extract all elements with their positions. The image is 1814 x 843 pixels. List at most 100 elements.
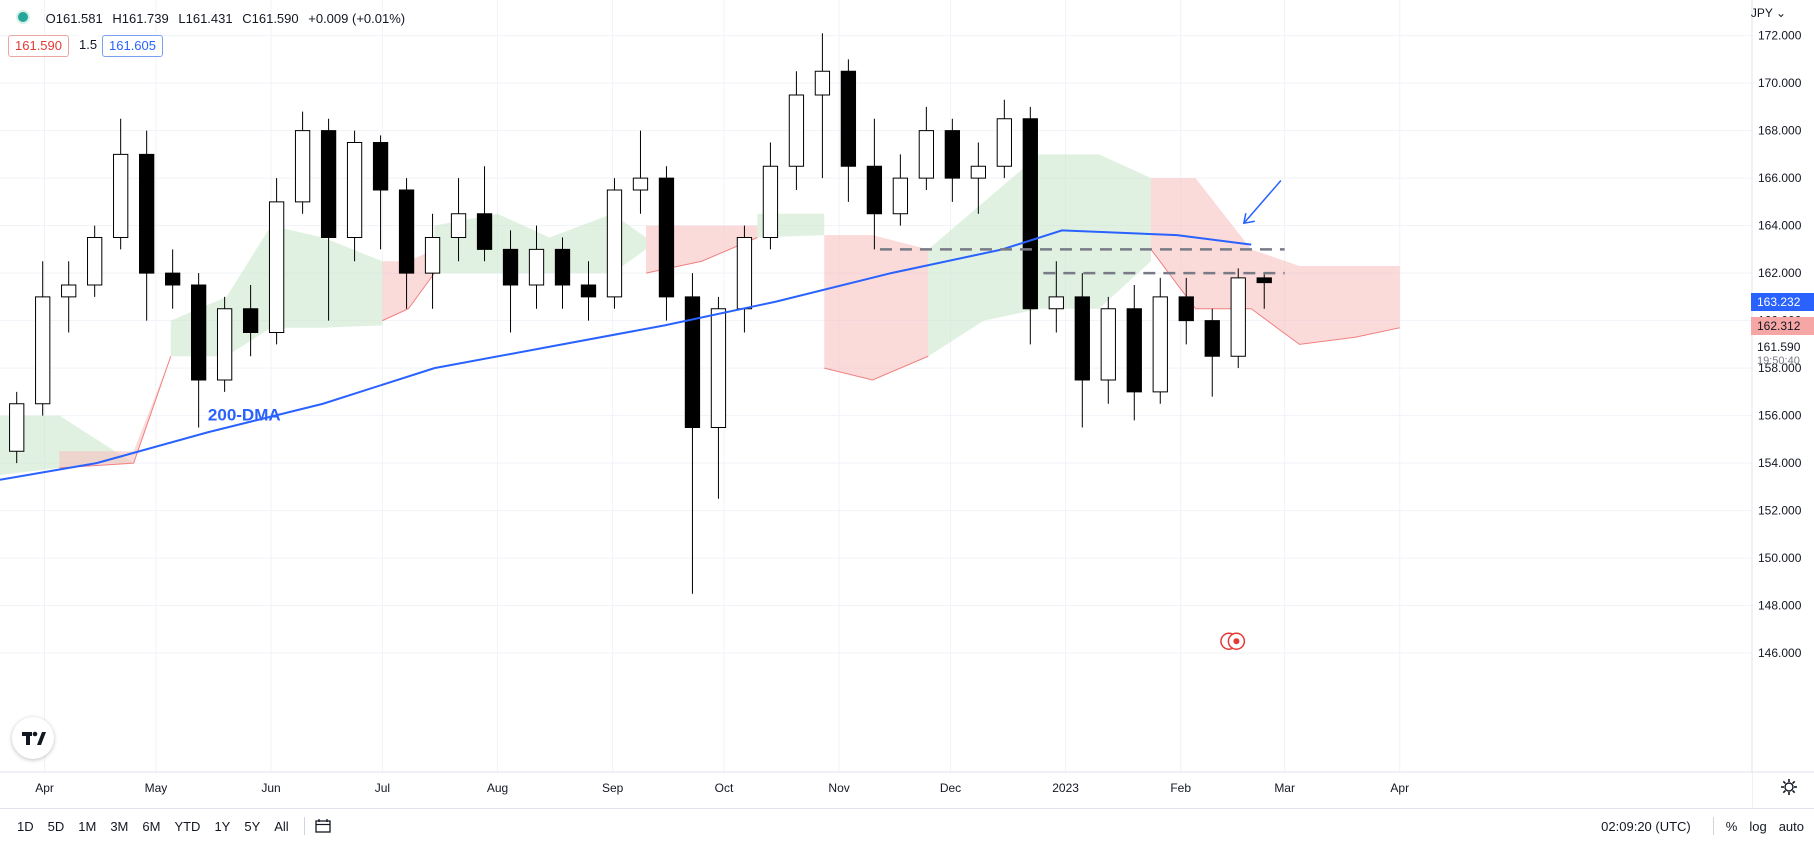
price-tick-label: 168.000	[1758, 124, 1802, 138]
candle-body	[9, 403, 25, 452]
time-tick-label: Feb	[1170, 781, 1191, 795]
buy-button[interactable]: 161.605	[102, 35, 163, 57]
candle-body	[970, 165, 986, 179]
candle-body	[35, 296, 51, 405]
candle-body	[580, 284, 597, 298]
candle-body	[1100, 308, 1116, 381]
timeframe-5y[interactable]: 5Y	[244, 818, 261, 834]
economic-event-icon	[1220, 632, 1246, 650]
tradingview-logo[interactable]	[12, 717, 54, 759]
cloud-edge	[382, 272, 435, 322]
candle-body	[528, 248, 545, 286]
utc-clock[interactable]: 02:09:20 (UTC)	[1601, 818, 1691, 834]
cloud-band	[59, 356, 171, 468]
high-value: H161.739	[112, 11, 169, 26]
candle-body	[866, 165, 883, 215]
time-tick-label: Apr	[35, 781, 54, 795]
candle-body	[1230, 277, 1246, 357]
cloud-edge	[824, 355, 929, 381]
time-tick-label: 2023	[1052, 781, 1079, 795]
price-chart[interactable]: 200-DMA 172.000 170.000 168.000 166.000 164.…	[0, 0, 1814, 808]
timeframe-6m[interactable]: 6M	[142, 818, 161, 834]
ma-200-line	[0, 229, 1252, 481]
time-tick-label: Sep	[602, 781, 624, 795]
change-value: +0.009 (+0.01%)	[308, 11, 406, 26]
ohlc-legend: O161.581 H161.739 L161.431 C161.590 +0.0…	[16, 10, 411, 26]
close-value: C161.590	[242, 11, 299, 26]
annotations: 200-DMA	[208, 180, 1282, 650]
candle-body	[346, 142, 363, 238]
log-toggle[interactable]: log	[1749, 818, 1767, 834]
candle-body	[918, 130, 935, 179]
low-value: L161.431	[178, 11, 233, 26]
time-tick-label: Apr	[1390, 781, 1409, 795]
timeframe-all[interactable]: All	[274, 818, 289, 834]
candle-body	[165, 272, 181, 286]
candle-body	[113, 153, 129, 238]
candle-body	[762, 165, 779, 238]
settings-gear-icon[interactable]	[1780, 778, 1798, 796]
auto-toggle[interactable]: auto	[1778, 818, 1804, 834]
time-tick-label: Aug	[487, 781, 508, 795]
candle-body	[554, 248, 571, 286]
candle-body	[840, 70, 857, 167]
timeframe-1d[interactable]: 1D	[17, 818, 34, 834]
candle-body	[606, 189, 623, 298]
candle-body	[242, 308, 259, 333]
candle-body	[190, 284, 207, 381]
candle-body	[1074, 296, 1090, 381]
currency-selector[interactable]: JPY ⌄	[1750, 6, 1786, 20]
candle-body	[788, 94, 805, 167]
candlestick-series	[9, 33, 1272, 594]
timeframe-3m[interactable]: 3M	[110, 818, 129, 834]
candle-body	[684, 296, 701, 428]
price-tick-label: 156.000	[1758, 409, 1802, 423]
candle-body	[814, 70, 831, 96]
candle-body	[1178, 296, 1194, 322]
candle-body	[632, 177, 649, 191]
candle-body	[476, 213, 493, 250]
candle-body	[1048, 296, 1064, 310]
candle-body	[398, 189, 415, 274]
sell-button[interactable]: 161.590	[8, 35, 69, 57]
percent-toggle[interactable]: %	[1725, 818, 1738, 834]
date-range-calendar-icon[interactable]	[315, 819, 331, 833]
timeframe-ytd[interactable]: YTD	[174, 818, 201, 834]
bottom-toolbar: 1D 5D 1M 3M 6M YTD 1Y 5Y All 02:09:20 (U…	[0, 808, 1814, 843]
chart-grid	[0, 0, 1752, 772]
bar-countdown: 19:50:40	[1757, 355, 1800, 367]
price-tick-label: 150.000	[1758, 551, 1802, 565]
price-axis: 172.000 170.000 168.000 166.000 164.000 162.0…	[1751, 0, 1814, 808]
quantity-value[interactable]: 1.5	[77, 35, 100, 55]
candle-body	[892, 177, 909, 215]
timeframe-5d[interactable]: 5D	[47, 818, 65, 834]
time-tick-label: Nov	[828, 781, 849, 795]
candle-body	[736, 237, 753, 310]
toolbar-right: 02:09:20 (UTC) % log auto	[1601, 809, 1804, 843]
candle-body	[502, 248, 519, 286]
time-tick-label: Dec	[940, 781, 961, 795]
candle-body	[372, 142, 389, 191]
timeframe-1y[interactable]: 1Y	[214, 818, 231, 834]
ma-price-tag: 163.232	[1751, 293, 1814, 311]
candle-body	[1204, 320, 1220, 357]
price-tick-label: 146.000	[1758, 646, 1802, 660]
timeframe-1m[interactable]: 1M	[78, 818, 97, 834]
time-axis: Apr May Jun Jul Aug Sep Oct Nov Dec 2023 Feb Mar Apr	[0, 771, 1814, 808]
market-status-icon	[16, 10, 30, 24]
level-price-tag: 162.312	[1751, 317, 1814, 335]
price-tick-label: 162.000	[1758, 266, 1802, 280]
toolbar-divider-right	[1712, 817, 1714, 835]
price-tick-label: 154.000	[1758, 456, 1802, 470]
currency-label: JPY	[1750, 6, 1773, 20]
candle-body	[450, 213, 467, 238]
price-tick-label: 172.000	[1758, 29, 1802, 43]
candle-body	[294, 130, 311, 203]
candle-body	[320, 130, 337, 238]
candle-body	[1022, 118, 1038, 310]
toolbar-divider	[303, 817, 305, 835]
candle-body	[61, 284, 77, 298]
price-tick-label: 170.000	[1758, 76, 1802, 90]
candle-body	[710, 308, 727, 428]
horizontal-levels	[879, 248, 1285, 275]
